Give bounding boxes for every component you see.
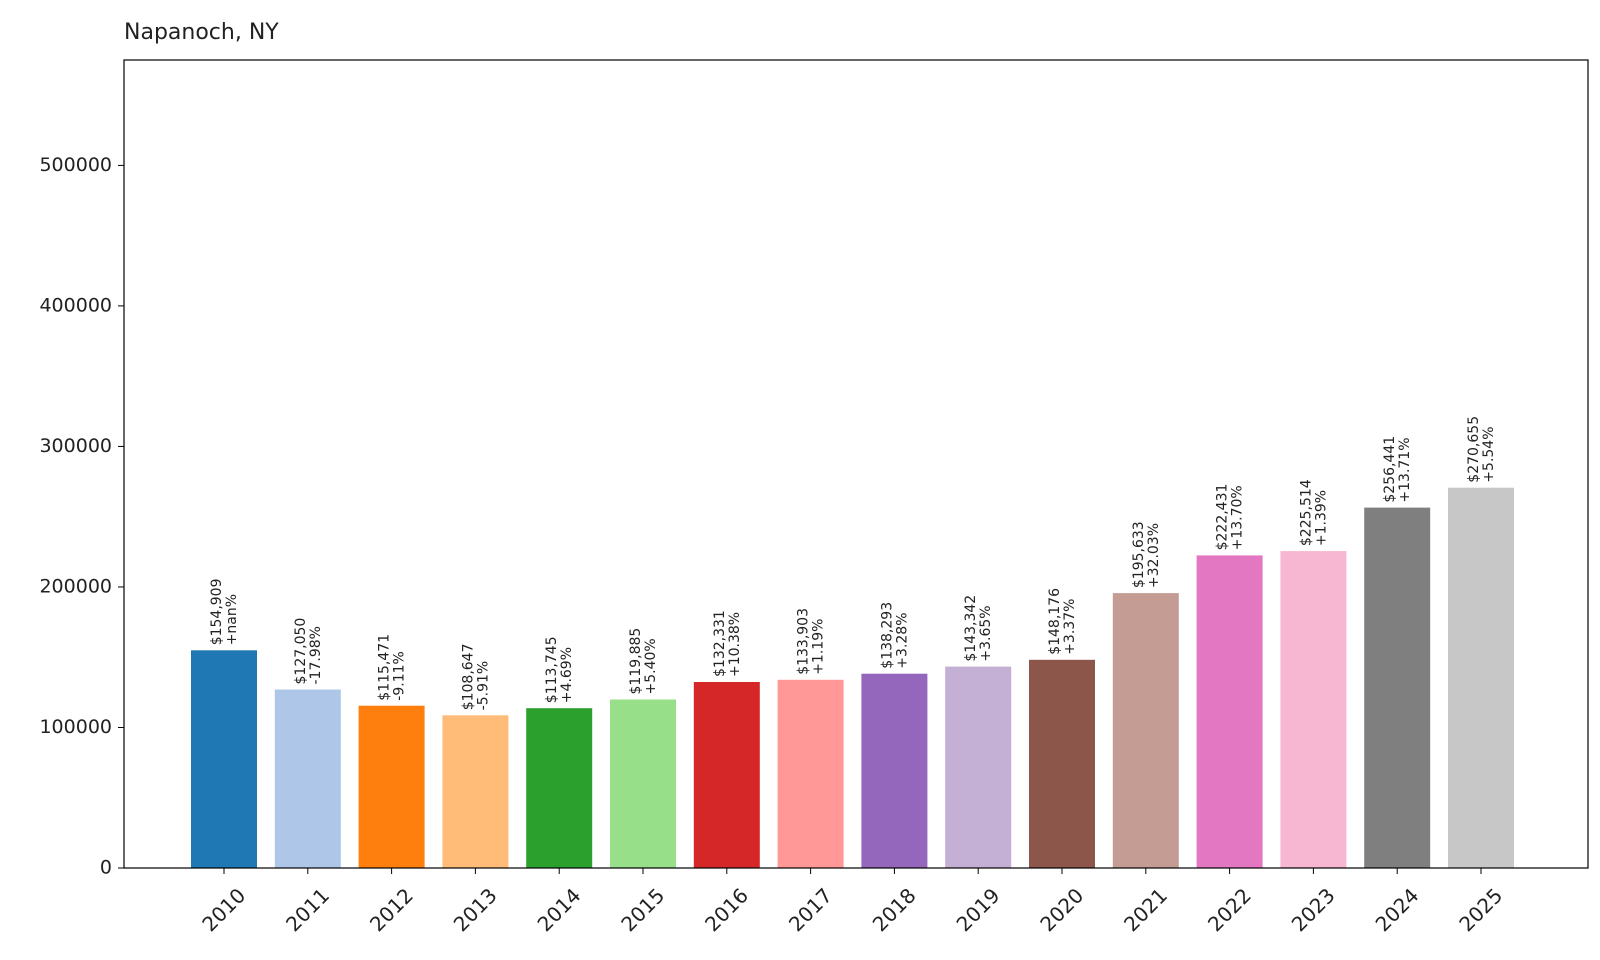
x-tick-label-2018: 2018 [868,883,921,936]
x-tick-label-2023: 2023 [1287,883,1340,936]
bar-2010 [191,650,257,868]
value-label: $119,885 [628,628,644,695]
x-tick-label-2024: 2024 [1371,883,1424,936]
value-label: $115,471 [377,634,393,701]
x-tick-label-2017: 2017 [784,883,837,936]
value-label: $132,331 [712,610,728,677]
change-label: +1.39% [1313,490,1329,546]
y-axis: 0 100000 200000 300000 400000 500000 [39,154,124,879]
x-tick-label-2020: 2020 [1035,883,1088,936]
x-tick-label-2012: 2012 [365,883,418,936]
value-label: $133,903 [796,608,812,675]
data-label-2016: $132,331 +10.38% [712,610,743,677]
value-label: $225,514 [1298,479,1314,546]
x-tick-label-2013: 2013 [449,883,502,936]
y-tick-label: 200000 [39,575,112,597]
change-label: +3.65% [978,605,994,661]
change-label: +3.37% [1062,599,1078,655]
change-label: +4.69% [559,647,575,703]
value-label: $138,293 [879,602,895,669]
plot-area-frame [123,59,1589,869]
bar-2025 [1448,487,1514,868]
bar-2024 [1364,507,1431,868]
data-label-2014: $113,745 +4.69% [544,636,575,703]
change-label: -5.91% [475,661,491,711]
x-axis: 2010 2011 2012 2013 2014 2015 2016 2017 2018 2019… [197,868,1507,936]
x-tick-label-2025: 2025 [1454,883,1507,936]
data-label-2020: $148,176 +3.37% [1047,588,1078,655]
bar-2011 [274,689,341,868]
data-label-2022: $222,431 +13.70% [1215,484,1246,551]
data-label-2017: $133,903 +1.19% [796,608,827,675]
data-label-2023: $225,514 +1.39% [1298,479,1329,546]
y-tick-label: 0 [100,857,112,879]
value-label: $108,647 [460,643,476,710]
x-tick-label-2021: 2021 [1119,883,1172,936]
bar-2021 [1112,593,1179,868]
bar-2013 [442,715,509,868]
data-label-2013: $108,647 -5.91% [460,643,491,710]
data-label-2024: $256,441 +13.71% [1382,436,1413,503]
y-tick-label: 400000 [39,294,112,316]
bar-2014 [526,708,593,868]
value-label: $113,745 [544,636,560,703]
bar-2015 [610,699,676,868]
chart-title: Napanoch, NY [124,20,279,45]
change-label: +nan% [224,594,240,645]
x-tick-label-2010: 2010 [197,883,250,936]
value-label: $148,176 [1047,588,1063,655]
data-label-2015: $119,885 +5.40% [628,628,659,695]
bar-2018 [861,673,928,868]
bars-layer [191,487,1514,868]
y-tick-label: 300000 [39,435,112,457]
x-tick-label-2022: 2022 [1203,883,1256,936]
change-label: -17.98% [308,626,324,684]
value-label: $270,655 [1466,416,1482,483]
change-label: +10.38% [727,612,743,677]
data-label-2018: $138,293 +3.28% [879,602,910,669]
change-label: -9.11% [392,651,408,701]
bar-2019 [945,666,1012,868]
value-label: $154,909 [209,578,225,645]
x-tick-label-2014: 2014 [533,883,586,936]
data-label-2011: $127,050 -17.98% [293,618,324,685]
value-labels-layer: $154,909 +nan% $127,050 -17.98% $115,471 -9.1… [209,416,1497,710]
change-label: +1.19% [811,619,827,675]
bar-2023 [1280,551,1347,868]
value-label: $143,342 [963,595,979,662]
data-label-2010: $154,909 +nan% [209,578,240,645]
data-label-2019: $143,342 +3.65% [963,595,994,662]
x-tick-label-2015: 2015 [616,883,669,936]
bar-2022 [1196,555,1263,868]
change-label: +13.70% [1230,485,1246,550]
data-label-2021: $195,633 +32.03% [1131,521,1162,588]
value-label: $127,050 [293,618,309,685]
value-label: $195,633 [1131,521,1147,588]
x-tick-label-2016: 2016 [700,883,753,936]
value-label: $256,441 [1382,436,1398,503]
x-tick-label-2011: 2011 [281,883,334,936]
change-label: +5.40% [643,638,659,694]
change-label: +5.54% [1481,426,1497,482]
data-label-2012: $115,471 -9.11% [377,634,408,701]
bar-2020 [1029,659,1095,868]
y-tick-label: 100000 [39,716,112,738]
x-tick-label-2019: 2019 [952,883,1005,936]
change-label: +3.28% [894,612,910,668]
y-tick-label: 500000 [39,154,112,176]
change-label: +13.71% [1397,437,1413,502]
change-label: +32.03% [1146,523,1162,588]
bar-2017 [777,679,844,868]
data-label-2025: $270,655 +5.54% [1466,416,1497,483]
bar-2016 [693,682,760,868]
value-label: $222,431 [1215,484,1231,551]
bar-2012 [358,705,425,868]
